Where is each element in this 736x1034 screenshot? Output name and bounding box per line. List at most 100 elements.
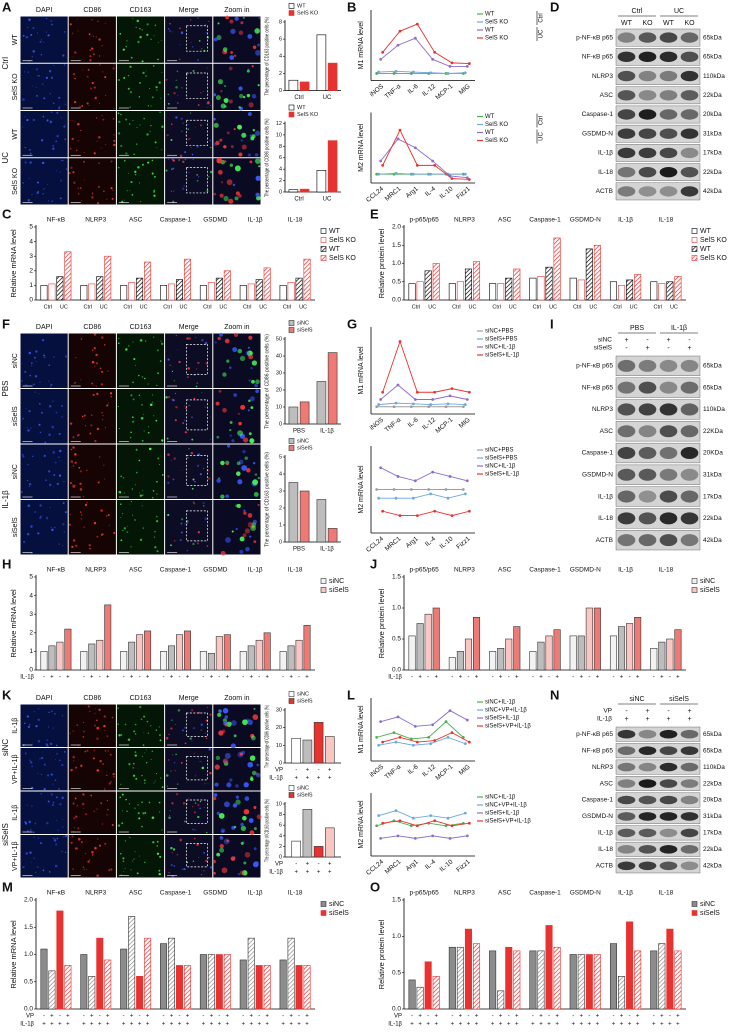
bar [299,81,310,91]
point [394,171,398,175]
cell-signal [161,786,164,788]
cell-signal [127,738,131,741]
cell-signal [62,818,64,820]
band [638,762,657,772]
point [375,405,379,409]
cell-signal [147,161,150,164]
point [431,398,435,401]
cell-signal [39,431,42,434]
cell-signal [135,471,138,474]
condition-sign: - [298,675,300,681]
cell-signal [85,425,87,427]
cell-signal [110,160,113,163]
cell-signal [183,185,186,187]
cell-signal [180,522,183,525]
cell-signal [220,460,225,466]
protein-label: p-NF-κB p65 [576,34,613,41]
cell-signal [190,42,192,44]
cell-signal [157,372,159,374]
blot-group: UC [674,8,684,15]
cell-signal [38,402,41,405]
legend-label: siSelS [297,698,313,704]
condition-sign: - [318,862,320,868]
condition-sign: + [186,1022,190,1028]
cell-signal [153,415,155,417]
cell-signal [173,540,176,542]
micrograph [165,158,213,205]
cell-signal [156,349,159,352]
cell-signal [21,380,23,382]
bar [529,651,537,671]
condition-sign: - [492,675,494,681]
legend-swatch [691,587,698,593]
cell-signal [51,710,53,712]
group-label: Caspase-1 [529,567,561,574]
cell-signal [91,19,93,21]
point [444,488,448,491]
cell-signal [198,39,201,42]
cell-signal [110,187,113,190]
cell-signal [93,365,96,368]
cell-signal [24,752,27,754]
legend-label: siNC+PBS [485,448,514,454]
cell-signal [172,399,175,402]
cell-signal [257,84,260,87]
cell-signal [224,338,230,344]
legend-swatch [320,578,327,584]
cell-signal [35,725,38,728]
bar [327,528,338,543]
bar [327,140,338,193]
cell-signal [50,526,52,528]
cell-signal [63,31,66,33]
condition-sign: - [282,1014,284,1020]
cell-signal [135,143,138,145]
condition-sign: + [499,1022,503,1028]
cell-signal [187,457,189,459]
blot-strip [615,792,701,808]
band [659,468,678,481]
cell-signal [128,763,131,766]
y-tick-label: 1 [29,282,33,289]
x-tick-label: IL-10 [439,535,455,550]
cell-signal [75,357,77,359]
bar [529,277,537,301]
cell-signal [215,401,220,406]
cell-signal [229,55,235,60]
x-tick-label: MIG [458,763,472,776]
cell-signal [126,531,129,533]
bar [658,641,666,671]
cell-signal [123,76,126,79]
cell-signal [247,719,253,726]
y-axis-label: The percentage of CD163 positive cells (… [264,799,270,862]
micrograph [165,389,213,444]
protein-label: NF-κB p65 [582,747,613,754]
legend-label: siSelS [329,910,349,917]
cell-signal [197,59,200,62]
condition-sign: + [645,708,649,715]
condition-sign: + [515,1014,519,1020]
blot-strip [615,163,701,181]
point [411,816,415,820]
condition-sign: + [306,870,310,876]
y-tick-label: 2.0 [392,224,401,231]
panel-letter: M [2,879,13,894]
group-label: UC [323,95,332,101]
cell-signal [134,851,136,853]
cell-signal [123,48,125,51]
cell-signal [70,448,73,451]
cell-signal [242,815,247,821]
legend-label: siSelS+VP+IL-1β [485,819,531,825]
point [375,72,379,75]
y-tick-label: 50 [276,336,282,342]
cell-signal [140,201,142,203]
cell-signal [69,120,71,122]
band [617,828,636,838]
bar [464,928,472,1010]
cell-signal [184,158,187,161]
group-label: siSelS [1,823,10,846]
bar [279,651,287,671]
bar [424,613,432,671]
cell-signal [74,797,77,800]
group-label: IL-1β [1,490,10,509]
cell-signal [42,193,44,195]
